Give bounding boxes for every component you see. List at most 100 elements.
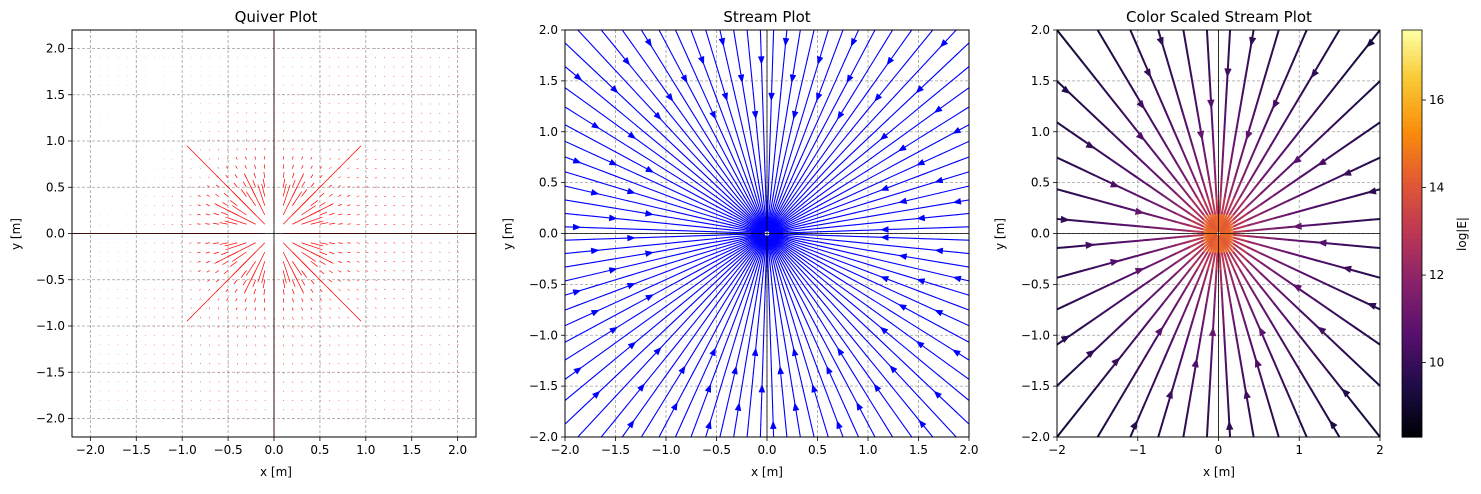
quiver-arrow [448,317,449,318]
streamline-segment [1261,263,1275,272]
y-tick-label: 1.0 [539,125,558,139]
streamline-segment [798,25,801,42]
quiver-arrow [215,271,219,273]
streamline-segment [923,155,940,163]
y-tick-label: 2.0 [46,42,65,56]
quiver-arrow [338,158,340,159]
streamline-arrow [899,254,907,260]
streamline-segment [680,161,697,175]
streamline-segment [762,93,763,110]
streamline-segment [757,322,759,339]
streamline-segment [1135,253,1149,257]
quiver-arrow [421,372,422,373]
streamline-segment [782,59,784,76]
streamline-segment [805,287,817,304]
quiver-arrow [235,174,237,178]
streamline-segment [864,112,880,129]
y-tick-label: −2.0 [1021,430,1050,444]
streamline-segment [1151,373,1158,390]
quiver-arrow [403,382,404,383]
quiver-arrow [302,189,307,196]
streamline-segment [611,286,628,292]
streamline-arrow [827,366,833,374]
streamline-segment [720,322,728,339]
streamline-arrow [609,159,617,165]
streamline-arrow [759,385,765,393]
streamline-segment [819,408,824,425]
streamline-segment [612,407,626,424]
streamline-segment [825,146,839,163]
quiver-arrow [241,271,246,278]
streamline-segment [1135,240,1149,241]
streamline-arrow [732,366,738,374]
quiver-arrow [338,354,339,355]
streamline-segment [640,77,654,94]
quiver-arrow [421,382,422,383]
quiver-arrow [154,271,155,272]
streamline-segment [795,356,799,373]
quiver-arrow [412,298,413,299]
streamline-segment [770,322,771,339]
streamline-segment [1301,424,1308,441]
streamline-segment [1203,145,1206,162]
streamline-segment [628,262,645,266]
quiver-arrow [265,382,266,383]
quiver-arrow [403,400,404,401]
streamline-arrow [837,421,843,429]
streamline-segment [1343,221,1357,222]
streamline-segment [821,322,832,339]
streamline-segment [905,348,922,362]
streamline-segment [906,186,923,191]
quiver-arrow [375,317,376,318]
streamline-arrow [792,348,798,356]
quiver-arrow [265,354,266,356]
streamline-segment [957,155,974,161]
y-tick-label: 0.5 [46,180,65,194]
quiver-arrow [347,261,350,262]
streamline-segment [711,128,720,145]
streamline-segment [1136,356,1146,373]
quiver-arrow [264,289,265,295]
x-tick-label: 2 [1376,443,1384,457]
quiver-arrow [265,372,266,373]
x-tick-label: −1.0 [168,443,197,457]
colorbar-swatch [1402,228,1422,234]
colorbar-swatch [1402,208,1422,214]
streamline-segment [787,232,804,233]
streamline-segment [574,424,590,441]
streamline-segment [804,213,821,219]
quiver-arrow [320,193,324,196]
quiver-arrow [329,317,331,319]
streamline-segment [1189,231,1203,232]
streamline-segment [1162,245,1176,249]
quiver-arrow [347,289,349,291]
streamline-segment [1343,104,1357,117]
quiver-arrow [357,243,360,244]
colorbar-swatch [1402,300,1422,306]
quiver-arrow [311,183,314,187]
streamline-segment [1146,111,1156,128]
x-tick-label: 1 [1295,443,1303,457]
streamline-segment [720,373,725,390]
streamline-segment [1229,271,1234,288]
streamline-segment [577,299,594,305]
streamline-arrow [874,384,881,392]
streamline-segment [838,225,855,227]
quiver-arrow [283,148,284,150]
streamline-segment [696,373,704,390]
streamline-segment [819,373,825,390]
streamline-segment [1357,271,1371,275]
quiver-arrow [283,409,284,410]
streamline-segment [594,270,611,274]
streamline-segment [804,240,821,243]
quiver-arrow [302,298,303,302]
colorbar-swatch [1402,30,1422,36]
quiver-arrow [421,400,422,401]
quiver-arrow [357,335,358,336]
quiver-arrow [439,382,440,383]
streamline-segment [1302,207,1316,211]
quiver-arrow [172,271,173,272]
streamline-segment [777,111,779,128]
quiver-arrow [329,158,331,159]
streamline-segment [1188,59,1191,76]
